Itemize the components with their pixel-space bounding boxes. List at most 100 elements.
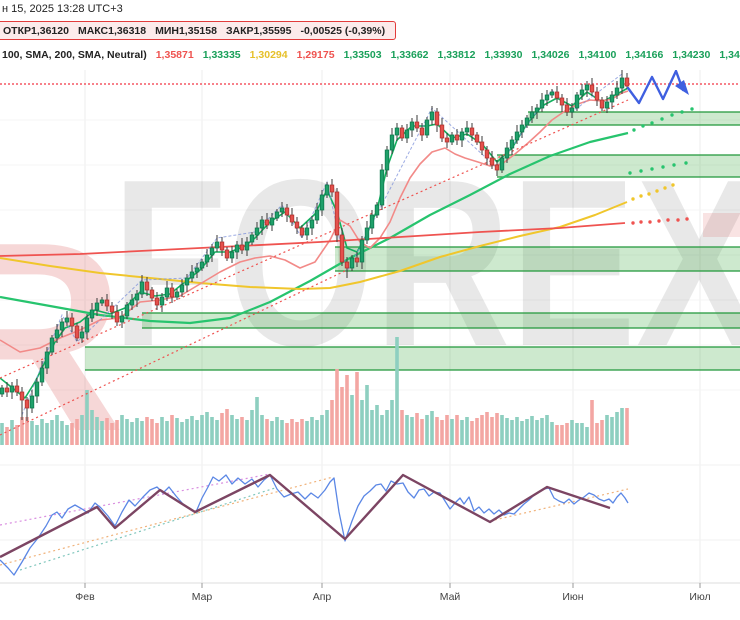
volume-bar — [620, 408, 624, 445]
candle-up — [524, 117, 530, 126]
proj-yellow — [655, 189, 659, 193]
candle-up — [609, 94, 615, 103]
volume-bar — [580, 423, 584, 445]
candle-up — [64, 317, 70, 323]
candle-down — [4, 387, 10, 393]
time-axis[interactable]: Фев Мар Апр Май Июн Июл — [0, 582, 740, 603]
volume-bar — [605, 415, 609, 445]
candle-up — [584, 84, 590, 91]
volume-bar — [50, 420, 54, 445]
candle-down — [414, 121, 420, 129]
volume-bar — [165, 421, 169, 445]
ma-value: 1,33503 — [343, 49, 382, 61]
proj-yellow — [671, 183, 675, 187]
blue-arrow-head — [675, 80, 689, 95]
proj-red — [676, 218, 680, 222]
candlesticks — [0, 70, 630, 421]
candle-up — [124, 304, 130, 317]
volume-bar — [170, 415, 174, 445]
volume-bar — [570, 420, 574, 445]
candle-up — [424, 119, 430, 136]
candle-up — [229, 251, 235, 259]
proj-green-lower — [628, 171, 632, 175]
volume-bar — [65, 425, 69, 445]
volume-bar — [340, 387, 344, 445]
candle-up — [179, 284, 185, 293]
volume-bar — [350, 395, 354, 445]
volume-bar — [90, 410, 94, 445]
ma-medium-green — [0, 131, 629, 325]
volume-bar — [420, 419, 424, 445]
volume-bar — [375, 405, 379, 445]
candle-down — [294, 221, 300, 229]
candle-up — [119, 315, 125, 323]
volume-bar — [30, 421, 34, 445]
candle-down — [299, 227, 305, 236]
volume-bar — [325, 410, 329, 445]
candle-up — [94, 302, 100, 311]
volume-bar — [500, 415, 504, 445]
candle-down — [224, 249, 230, 259]
candle-down — [14, 385, 20, 393]
candle-down — [594, 91, 600, 101]
ma-value: 1,33335 — [202, 49, 241, 61]
volume-bar — [140, 421, 144, 445]
volume-bar — [435, 417, 439, 445]
volume-bar — [190, 416, 194, 445]
proj-yellow — [663, 186, 667, 190]
ma-salmon-fast — [0, 90, 629, 353]
candle-up — [429, 111, 435, 121]
volume-bar — [455, 415, 459, 445]
volume-bar — [470, 421, 474, 445]
volume-bar — [590, 400, 594, 445]
candle-up — [39, 367, 45, 383]
proj-green-lower — [661, 165, 665, 169]
volume-bar — [45, 423, 49, 445]
ma-value: 1,34230 — [672, 49, 711, 61]
oscillator-blue-line — [0, 474, 629, 576]
volume-bar — [75, 419, 79, 445]
candle-down — [289, 214, 295, 223]
candle-up — [529, 111, 535, 119]
candle-up — [604, 101, 610, 109]
volume-bar — [330, 400, 334, 445]
ma-value: 1,34026 — [531, 49, 570, 61]
candle-up — [189, 271, 195, 279]
candle-down — [474, 134, 480, 143]
candle-up — [579, 89, 585, 96]
candle-up — [359, 239, 365, 263]
volume-bar — [550, 422, 554, 445]
month-label: Июл — [689, 591, 710, 603]
proj-green-upper — [660, 117, 664, 121]
candle-down — [109, 305, 115, 313]
watermark-red-box — [703, 213, 740, 237]
zone-rect — [497, 155, 740, 177]
candle-up — [279, 207, 285, 213]
candle-down — [329, 184, 335, 193]
volume-bar — [240, 417, 244, 445]
volume-bar — [460, 420, 464, 445]
zone-rect — [528, 112, 740, 125]
volume-bar — [250, 410, 254, 445]
volume-bar — [415, 413, 419, 445]
candle-up — [619, 77, 625, 89]
candle-up — [384, 149, 390, 171]
ma-value: 1,34289 — [719, 49, 740, 61]
candle-up — [364, 227, 370, 241]
volume-bar — [505, 418, 509, 445]
volume-bar — [285, 423, 289, 445]
ohlc-item: МАКС1,36318 — [77, 24, 147, 37]
candle-up — [514, 131, 520, 141]
candle-up — [409, 121, 415, 131]
candle-up — [34, 381, 40, 397]
volume-bar — [430, 411, 434, 445]
candle-up — [139, 281, 145, 295]
candle-down — [564, 104, 570, 113]
volume-bar — [450, 419, 454, 445]
volume-bar — [360, 400, 364, 445]
volume-bar — [555, 425, 559, 445]
oscillator-panel[interactable] — [0, 473, 629, 576]
volume-bar — [35, 425, 39, 445]
